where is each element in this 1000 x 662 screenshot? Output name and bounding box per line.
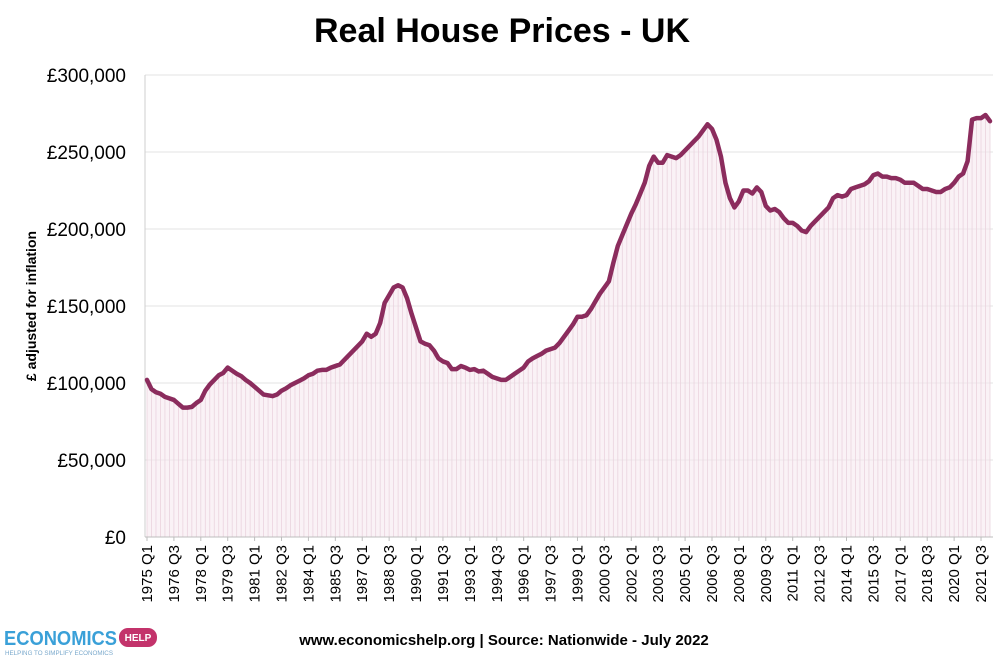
y-axis-ticks: £0 £50,000 £100,000 £150,000 £200,000 £250,00…	[47, 66, 126, 549]
series-line	[144, 112, 993, 410]
y-tick-label: £0	[105, 528, 126, 549]
logo-tagline: HELPING TO SIMPLIFY ECONOMICS	[5, 651, 113, 657]
x-tick-label: 2020 Q1	[946, 545, 963, 603]
x-tick-label: 1978 Q1	[193, 545, 210, 603]
logo-badge-text: HELP	[125, 633, 152, 644]
chart-title: Real House Prices - UK	[314, 12, 690, 50]
x-tick-label: 1997 Q3	[543, 545, 560, 603]
x-tick-label: 1993 Q1	[462, 545, 479, 603]
logo-main-text: ECONOMICS	[4, 628, 117, 650]
y-tick-label: £50,000	[57, 451, 126, 472]
x-tick-label: 1994 Q3	[489, 545, 506, 603]
x-tick-label: 1996 Q1	[516, 545, 533, 603]
x-tick-label: 1985 Q3	[327, 545, 344, 603]
x-tick-label: 1979 Q3	[220, 545, 237, 603]
y-axis-label: £ adjusted for inflation	[23, 231, 39, 381]
x-tick-label: 2008 Q1	[731, 545, 748, 603]
x-tick-label: 1984 Q1	[300, 545, 317, 603]
x-tick-label: 1982 Q3	[274, 545, 291, 603]
x-tick-label: 2012 Q3	[812, 545, 829, 603]
x-tick-label: 2014 Q1	[839, 545, 856, 603]
y-tick-label: £150,000	[47, 297, 126, 318]
x-tick-label: 2005 Q1	[677, 545, 694, 603]
x-tick-label: 1988 Q3	[381, 545, 398, 603]
x-tick-label: 2011 Q1	[785, 545, 802, 601]
x-tick-label: 2000 Q3	[596, 545, 613, 603]
x-tick-label: 2017 Q1	[892, 545, 909, 603]
x-axis-ticks: 1975 Q1 1976 Q3 1978 Q1 1979 Q3 1981 Q1 1982 …	[139, 537, 990, 603]
x-tick-label: 1976 Q3	[166, 545, 183, 603]
x-tick-label: 1999 Q1	[570, 545, 587, 603]
y-tick-label: £100,000	[47, 374, 126, 395]
x-tick-label: 2015 Q3	[865, 545, 882, 603]
x-tick-label: 2009 Q3	[758, 545, 775, 603]
x-tick-label: 2018 Q3	[919, 545, 936, 603]
economicshelp-logo: ECONOMICS HELP HELPING TO SIMPLIFY ECONO…	[4, 628, 157, 657]
y-tick-label: £300,000	[47, 66, 126, 87]
x-tick-label: 1990 Q1	[408, 545, 425, 603]
x-tick-label: 1987 Q1	[354, 545, 371, 603]
x-tick-label: 2002 Q1	[623, 545, 640, 603]
area-hatching	[146, 115, 991, 537]
source-footer: www.economicshelp.org | Source: Nationwi…	[298, 632, 709, 649]
logo-badge	[119, 628, 157, 647]
y-tick-label: £200,000	[47, 220, 126, 241]
x-tick-label: 1991 Q3	[435, 545, 452, 603]
x-tick-label: 2003 Q3	[650, 545, 667, 603]
x-tick-label: 1981 Q1	[247, 545, 264, 603]
x-tick-label: 1975 Q1	[139, 545, 156, 603]
x-tick-label: 2021 Q3	[973, 545, 990, 603]
x-tick-label: 2006 Q3	[704, 545, 721, 603]
y-tick-label: £250,000	[47, 143, 126, 164]
